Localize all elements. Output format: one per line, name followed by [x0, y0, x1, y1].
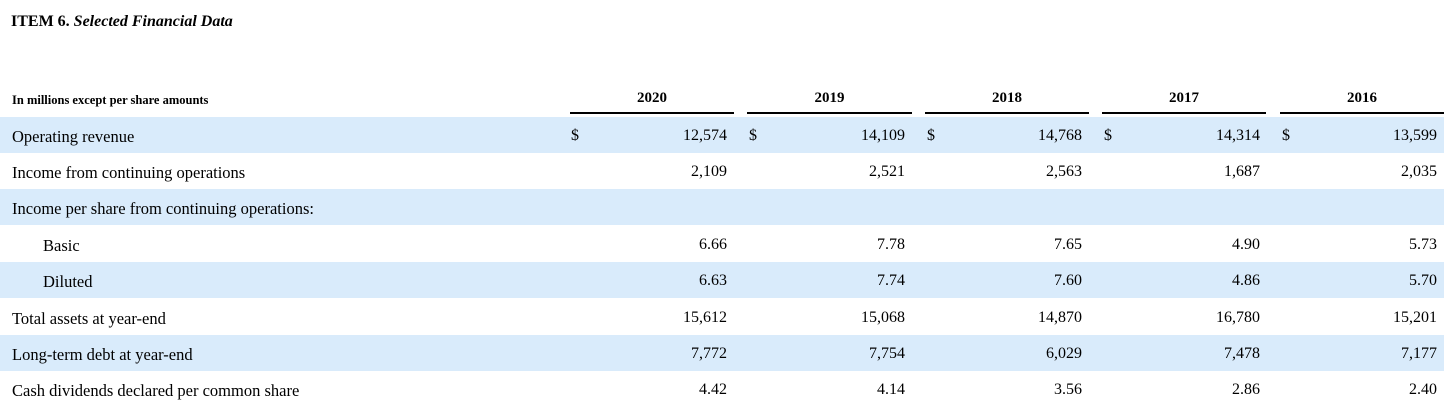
- year-header-2018: 2018: [925, 90, 1089, 114]
- currency-symbol: $: [1282, 127, 1290, 144]
- cell-2017: 1,687: [1224, 163, 1260, 180]
- table-row-operating-revenue: Operating revenue $ $ $ $ $ 12,574 14,10…: [0, 117, 1444, 153]
- cell-2017: 2.86: [1232, 381, 1260, 398]
- cell-2016: 7,177: [1401, 345, 1437, 362]
- currency-symbol: $: [749, 127, 757, 144]
- title-item-number: ITEM 6.: [11, 13, 70, 30]
- table-row-total-assets: Total assets at year-end 15,612 15,068 1…: [0, 299, 1444, 335]
- cell-2019: 7.78: [877, 236, 905, 253]
- cell-2017: 4.90: [1232, 236, 1260, 253]
- cell-2018: 6,029: [1046, 345, 1082, 362]
- cell-2019: 7,754: [869, 345, 905, 362]
- table-row-basic: Basic 6.66 7.78 7.65 4.90 5.73: [0, 226, 1444, 262]
- cell-2016: 15,201: [1393, 309, 1437, 326]
- cell-2016: 13,599: [1393, 127, 1437, 144]
- year-header-2019: 2019: [747, 90, 912, 114]
- cell-2018: 14,870: [1038, 309, 1082, 326]
- row-label: Total assets at year-end: [12, 309, 166, 328]
- year-header-2020: 2020: [570, 90, 734, 114]
- year-header-2016: 2016: [1280, 90, 1444, 114]
- cell-2019: 7.74: [877, 272, 905, 289]
- cell-2016: 2.40: [1409, 381, 1437, 398]
- cell-2019: 4.14: [877, 381, 905, 398]
- table-row-long-term-debt: Long-term debt at year-end 7,772 7,754 6…: [0, 335, 1444, 371]
- table-row-eps-heading: Income per share from continuing operati…: [0, 189, 1444, 225]
- cell-2019: 14,109: [861, 127, 905, 144]
- currency-symbol: $: [1104, 127, 1112, 144]
- cell-2016: 5.73: [1409, 236, 1437, 253]
- row-label: Operating revenue: [12, 127, 135, 146]
- row-label: Diluted: [43, 272, 93, 291]
- row-label: Long-term debt at year-end: [12, 345, 193, 364]
- cell-2018: 3.56: [1054, 381, 1082, 398]
- year-header-2017: 2017: [1102, 90, 1266, 114]
- cell-2017: 14,314: [1216, 127, 1260, 144]
- cell-2016: 5.70: [1409, 272, 1437, 289]
- cell-2020: 6.63: [699, 272, 727, 289]
- cell-2020: 7,772: [691, 345, 727, 362]
- table-row-diluted: Diluted 6.63 7.74 7.60 4.86 5.70: [0, 262, 1444, 298]
- cell-2020: 12,574: [683, 127, 727, 144]
- cell-2019: 15,068: [861, 309, 905, 326]
- cell-2018: 7.65: [1054, 236, 1082, 253]
- cell-2016: 2,035: [1401, 163, 1437, 180]
- title-subtitle: Selected Financial Data: [73, 13, 233, 30]
- cell-2020: 2,109: [691, 163, 727, 180]
- currency-symbol: $: [571, 127, 579, 144]
- currency-symbol: $: [927, 127, 935, 144]
- cell-2018: 7.60: [1054, 272, 1082, 289]
- row-label: Cash dividends declared per common share: [12, 381, 300, 400]
- table-row-cash-dividends: Cash dividends declared per common share…: [0, 371, 1444, 407]
- units-label: In millions except per share amounts: [12, 93, 209, 107]
- cell-2020: 4.42: [699, 381, 727, 398]
- cell-2020: 15,612: [683, 309, 727, 326]
- cell-2017: 7,478: [1224, 345, 1260, 362]
- cell-2018: 2,563: [1046, 163, 1082, 180]
- page-title: ITEM 6. Selected Financial Data: [11, 13, 233, 31]
- table-row-income-continuing-ops: Income from continuing operations 2,109 …: [0, 153, 1444, 189]
- row-label: Income from continuing operations: [12, 163, 246, 182]
- cell-2017: 4.86: [1232, 272, 1260, 289]
- cell-2019: 2,521: [869, 163, 905, 180]
- row-label: Income per share from continuing operati…: [12, 199, 314, 218]
- cell-2020: 6.66: [699, 236, 727, 253]
- cell-2018: 14,768: [1038, 127, 1082, 144]
- row-label: Basic: [43, 236, 80, 255]
- cell-2017: 16,780: [1216, 309, 1260, 326]
